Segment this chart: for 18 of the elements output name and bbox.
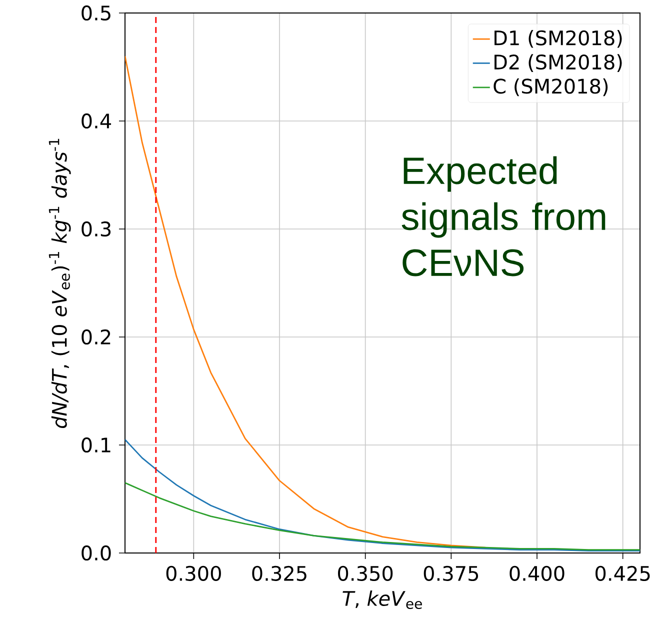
x-tick-label: 0.425	[596, 566, 650, 581]
y-tick-label: 0.0	[82, 545, 111, 561]
legend-label: D2 (SM2018)	[494, 54, 622, 72]
legend-label: C (SM2018)	[494, 78, 608, 96]
y-tick-label: 0.4	[82, 113, 112, 129]
x-tick-label: 0.350	[338, 566, 393, 581]
x-tick-label: 0.300	[166, 566, 221, 581]
y-tick-label: 0.1	[82, 437, 110, 453]
y-tick-label: 0.3	[82, 221, 111, 237]
y-tick-label: 0.2	[82, 329, 110, 345]
text: dN/dT, (10 eV$_{ee}$)$^{-1}$ kg$^{-1}$ days$^{-1}$	[48, 138, 71, 428]
x-tick-label: 0.375	[424, 566, 478, 581]
x-tick-label: 0.325	[252, 566, 306, 581]
x-axis-title: T, keV$_{ee}$	[342, 590, 422, 610]
annotation: Expected signals from CEνNS	[402, 156, 606, 276]
legend-label: D1 (SM2018)	[494, 30, 622, 48]
y-tick-label: 0.5	[82, 5, 110, 21]
x-tick-label: 0.400	[510, 566, 564, 581]
